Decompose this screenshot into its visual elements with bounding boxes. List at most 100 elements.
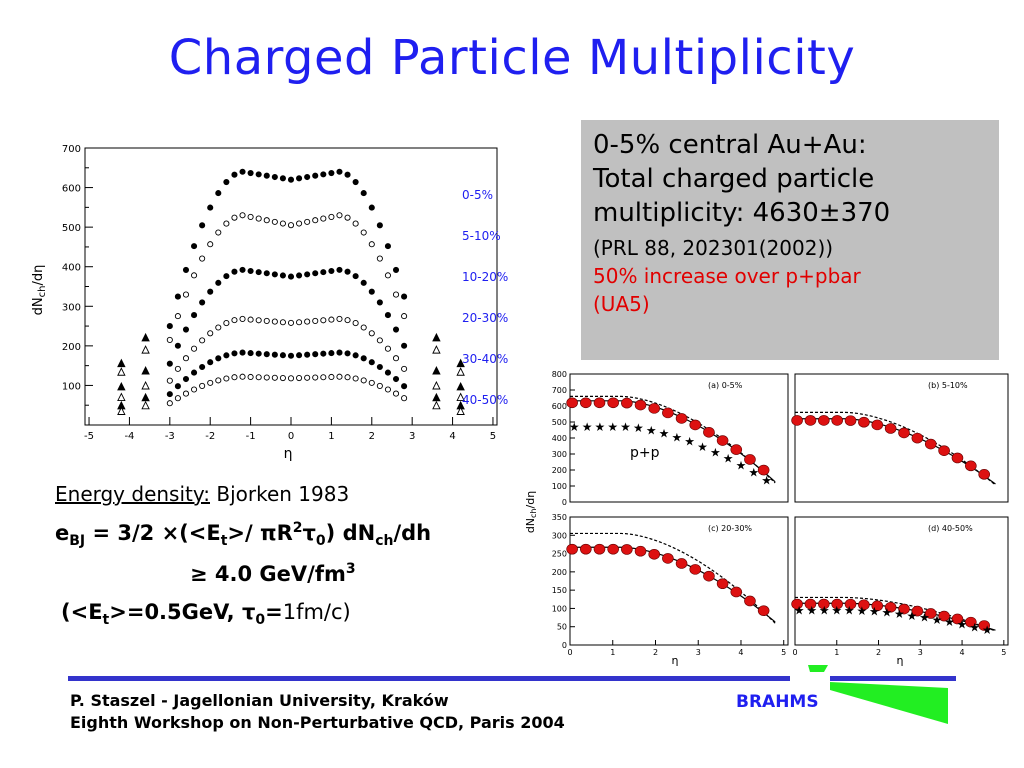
panel-red-point bbox=[703, 426, 715, 438]
panel-red-point bbox=[884, 423, 897, 434]
main-data-point bbox=[296, 352, 303, 359]
main-data-point bbox=[223, 273, 230, 280]
main-data-point bbox=[392, 326, 400, 333]
panel-red-point bbox=[844, 598, 857, 610]
slide-title: Charged Particle Multiplicity bbox=[168, 30, 856, 86]
info-line-1: 0-5% central Au+Au: bbox=[593, 130, 867, 160]
main-data-point bbox=[368, 379, 375, 386]
panel-red-point bbox=[621, 397, 633, 409]
info-line-3: multiplicity: 4630±370 bbox=[593, 198, 891, 228]
panel-red-point bbox=[593, 397, 606, 409]
panel-y-tick-label: 0 bbox=[562, 498, 567, 507]
panels-x-label-left: η bbox=[672, 654, 679, 667]
panel-y-tick-label: 200 bbox=[552, 466, 567, 475]
main-y-tick-label: 100 bbox=[62, 381, 81, 392]
main-data-point bbox=[263, 270, 270, 277]
panel-y-tick-label: 800 bbox=[552, 370, 567, 379]
panel-label: (c) 20-30% bbox=[708, 524, 752, 533]
main-data-point bbox=[336, 266, 343, 273]
main-x-tick-label: 0 bbox=[288, 431, 294, 442]
panel-star-point: ★ bbox=[684, 435, 695, 449]
main-data-point bbox=[174, 365, 181, 372]
panel-y-tick-label: 700 bbox=[552, 386, 567, 395]
panel-red-point bbox=[898, 603, 910, 615]
panel-red-point bbox=[965, 616, 977, 628]
main-data-point bbox=[312, 351, 319, 358]
panel-x-tick-label: 0 bbox=[567, 648, 572, 657]
panel-y-tick-label: 350 bbox=[552, 513, 567, 522]
main-data-point bbox=[223, 320, 230, 327]
panel-star-point: ★ bbox=[659, 427, 670, 441]
panel-label: (a) 0-5% bbox=[708, 381, 743, 390]
main-data-point bbox=[191, 243, 198, 250]
main-data-point bbox=[336, 349, 343, 356]
main-data-point bbox=[239, 349, 246, 356]
panel-star-point: ★ bbox=[856, 604, 867, 618]
main-legend-entry: 20-30% bbox=[462, 311, 508, 325]
panel-red-point bbox=[593, 543, 606, 555]
main-data-point bbox=[223, 178, 230, 186]
panel-red-point bbox=[689, 564, 702, 575]
main-data-point bbox=[320, 171, 327, 178]
panel-red-point bbox=[911, 432, 924, 444]
panel-x-tick-label: 1 bbox=[834, 648, 839, 657]
main-x-tick-label: 1 bbox=[328, 431, 334, 442]
main-data-point bbox=[263, 317, 270, 324]
panel-star-point: ★ bbox=[697, 440, 708, 454]
main-data-point bbox=[279, 374, 286, 382]
main-triangle-point bbox=[117, 358, 126, 368]
main-data-point bbox=[296, 319, 303, 326]
main-data-point bbox=[255, 374, 262, 381]
main-x-tick-label: -5 bbox=[84, 431, 94, 442]
main-data-point bbox=[368, 359, 375, 366]
panel-red-point bbox=[757, 605, 770, 616]
panel-frame bbox=[794, 373, 1009, 503]
main-data-point bbox=[263, 172, 270, 179]
main-x-label: η bbox=[284, 446, 293, 462]
main-x-tick-label: -3 bbox=[165, 431, 175, 442]
panel-label: (b) 5-10% bbox=[928, 381, 968, 390]
panel-red-point bbox=[744, 454, 756, 465]
main-data-point bbox=[384, 345, 391, 352]
panel-red-point bbox=[818, 415, 830, 426]
main-data-point bbox=[166, 336, 173, 343]
panel-red-point bbox=[898, 427, 910, 439]
main-x-tick-label: -2 bbox=[205, 431, 215, 442]
panel-y-tick-label: 400 bbox=[552, 434, 567, 443]
main-data-point bbox=[401, 395, 408, 402]
energy-assumptions: (<Et>=0.5GeV, τ0=1fm/c) bbox=[61, 600, 351, 629]
footer-line-1: P. Staszel - Jagellonian University, Kra… bbox=[70, 691, 449, 710]
main-y-tick-label: 400 bbox=[62, 263, 81, 274]
main-data-point bbox=[182, 355, 190, 362]
main-data-point bbox=[336, 373, 343, 380]
main-triangle-point bbox=[141, 392, 150, 402]
panel-red-point bbox=[951, 613, 964, 625]
panel-y-tick-label: 500 bbox=[552, 418, 567, 427]
main-data-point bbox=[191, 272, 198, 279]
panel-x-tick-label: 3 bbox=[696, 648, 701, 657]
main-data-point bbox=[279, 175, 286, 182]
panel-star-point: ★ bbox=[607, 420, 618, 434]
main-data-point bbox=[360, 324, 367, 331]
panel-x-tick-label: 5 bbox=[781, 648, 786, 657]
main-data-point bbox=[271, 351, 278, 358]
panel-red-point bbox=[818, 598, 830, 610]
panel-red-point bbox=[911, 605, 924, 617]
main-data-point bbox=[215, 324, 222, 331]
main-data-point bbox=[239, 373, 246, 380]
main-data-point bbox=[344, 317, 351, 324]
panel-x-tick-label: 0 bbox=[792, 648, 797, 657]
main-data-point bbox=[271, 374, 278, 381]
main-data-point bbox=[287, 222, 295, 229]
panel-y-tick-label: 150 bbox=[552, 586, 567, 595]
main-x-tick-label: 4 bbox=[449, 431, 455, 442]
main-data-point bbox=[182, 291, 190, 298]
main-y-tick-label: 500 bbox=[62, 223, 81, 234]
main-data-point bbox=[239, 315, 246, 322]
main-data-point bbox=[368, 204, 375, 211]
panel-red-point bbox=[791, 415, 803, 426]
panel-star-point: ★ bbox=[944, 615, 955, 629]
panel-red-point bbox=[675, 413, 688, 424]
main-data-point bbox=[263, 374, 270, 381]
